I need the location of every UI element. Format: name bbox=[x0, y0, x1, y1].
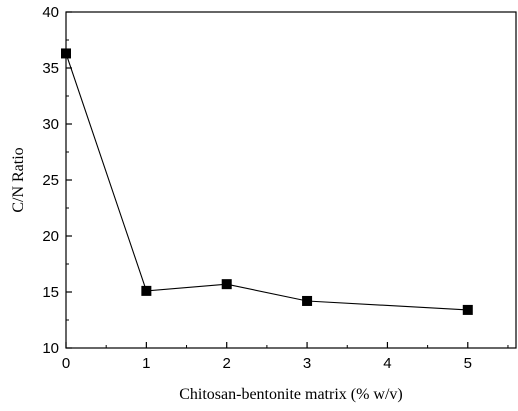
data-point bbox=[462, 304, 473, 315]
y-tick-label: 35 bbox=[42, 60, 59, 77]
y-tick-label: 25 bbox=[42, 172, 59, 189]
axes: 10 15 20 25 30 35 40 0 1 2 3 4 5 bbox=[42, 4, 509, 372]
data-point bbox=[61, 48, 71, 59]
data-point bbox=[302, 295, 313, 306]
x-tick-label: 0 bbox=[62, 355, 70, 372]
data-point bbox=[221, 279, 232, 290]
y-tick-label: 40 bbox=[42, 4, 59, 21]
data-point bbox=[141, 285, 152, 296]
y-tick-label: 30 bbox=[42, 116, 59, 133]
y-tick-label: 15 bbox=[42, 284, 59, 301]
series-line bbox=[65, 53, 468, 311]
x-tick-label: 3 bbox=[303, 355, 311, 372]
x-tick-label: 4 bbox=[383, 355, 391, 372]
series bbox=[61, 48, 473, 315]
y-axis-title: C/N Ratio bbox=[10, 147, 27, 212]
x-tick-label: 2 bbox=[223, 355, 231, 372]
y-tick-label: 10 bbox=[42, 340, 59, 357]
x-tick-label: 5 bbox=[464, 355, 472, 372]
x-tick-label: 1 bbox=[142, 355, 150, 372]
x-axis-title: Chitosan-bentonite matrix (% w/v) bbox=[179, 386, 403, 403]
y-tick-label: 20 bbox=[42, 228, 59, 245]
